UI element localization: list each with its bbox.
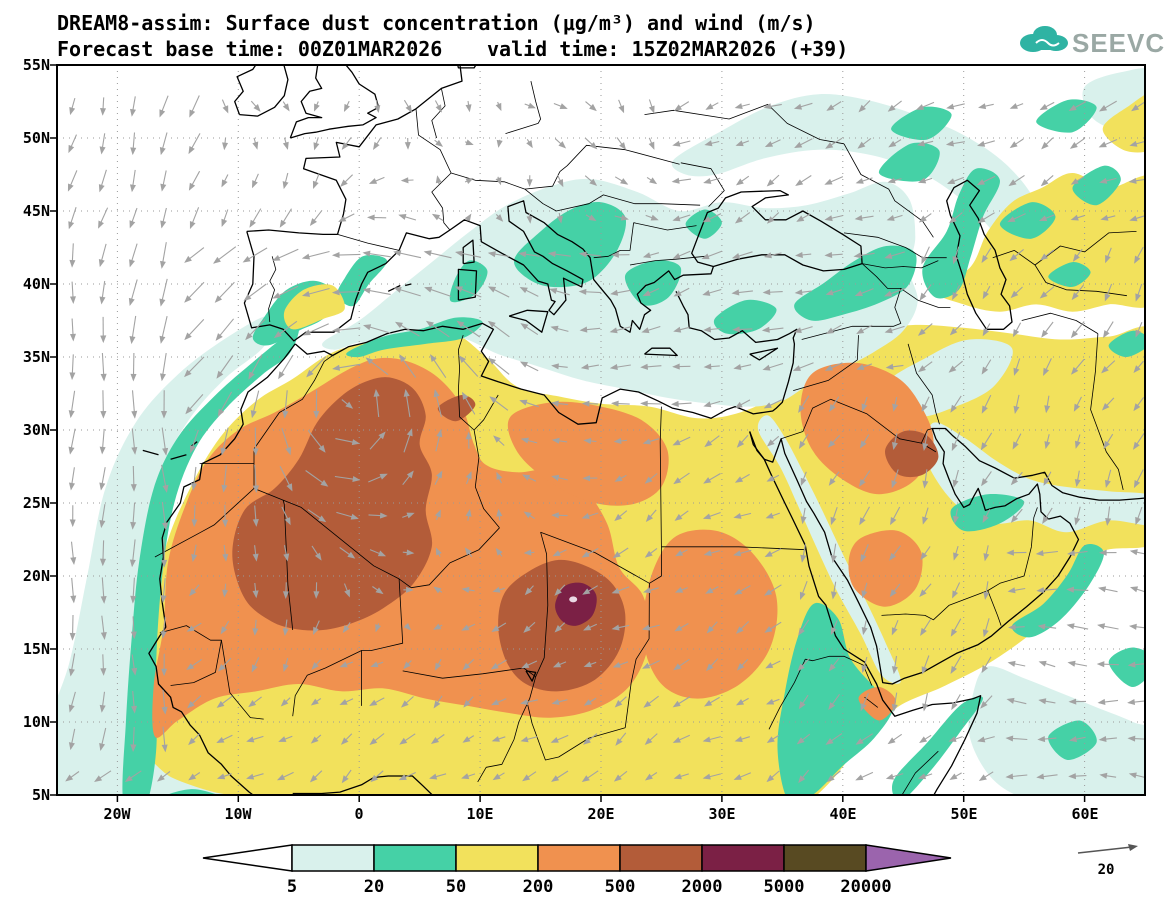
latlon-gridlines [57, 65, 1145, 795]
map-graphics [57, 65, 1145, 795]
plot-frame [56, 64, 1146, 796]
colorbar-label: 500 [605, 877, 636, 897]
lat-label: 15N [23, 640, 50, 658]
lat-label: 50N [23, 129, 50, 147]
lon-label: 10E [466, 805, 493, 823]
colorbar-low-arrow [202, 844, 293, 872]
lat-label: 35N [23, 348, 50, 366]
valid-time: valid time: 15Z02MAR2026 (+39) [487, 37, 848, 61]
lon-label: 20W [103, 805, 131, 823]
lon-label: 50E [950, 805, 977, 823]
colorbar-segment [783, 844, 867, 872]
colorbar-segment [537, 844, 621, 872]
lat-label: 20N [23, 567, 50, 585]
colorbar-label: 20000 [840, 877, 891, 897]
lat-label: 30N [23, 421, 50, 439]
lon-label: 60E [1071, 805, 1098, 823]
colorbar-label: 50 [446, 877, 466, 897]
lat-label: 45N [23, 202, 50, 220]
colorbar-segment [291, 844, 375, 872]
colorbar-label: 20 [364, 877, 384, 897]
lon-label: 0 [354, 805, 363, 823]
cloud-icon [1020, 26, 1068, 52]
lat-label: 5N [32, 786, 50, 804]
forecast-base-time: Forecast base time: 00Z01MAR2026 [57, 37, 442, 61]
wind-reference-arrow-icon [1077, 844, 1138, 854]
colorbar-label: 5 [287, 877, 297, 897]
colorbar-segment [373, 844, 457, 872]
lon-label: 20E [587, 805, 614, 823]
colorbar-label: 2000 [682, 877, 723, 897]
coastline-border-layer [142, 65, 1145, 795]
axis-ticks [50, 64, 1086, 802]
lat-label: 10N [23, 713, 50, 731]
lat-label: 25N [23, 494, 50, 512]
wind-reference: 20 [1077, 844, 1138, 878]
colorbar-segment [455, 844, 539, 872]
colorbar: 5 20 50 200 500 2000 5000 20000 [202, 844, 952, 897]
lat-label: 55N [23, 56, 50, 74]
colorbar-segment [619, 844, 703, 872]
lon-label: 40E [829, 805, 856, 823]
colorbar-label: 5000 [764, 877, 805, 897]
map-title: DREAM8-assim: Surface dust concentration… [57, 11, 816, 35]
lon-label: 30E [708, 805, 735, 823]
wind-reference-value: 20 [1098, 862, 1115, 878]
colorbar-segment [701, 844, 785, 872]
wind-arrows-layer [65, 95, 1145, 784]
colorbar-high-arrow [865, 844, 952, 872]
seevccc-logo: SEEVCCC [1020, 26, 1165, 58]
colorbar-label: 200 [523, 877, 554, 897]
logo-text: SEEVCCC [1072, 28, 1165, 58]
lat-label: 40N [23, 275, 50, 293]
lon-label: 10W [224, 805, 252, 823]
